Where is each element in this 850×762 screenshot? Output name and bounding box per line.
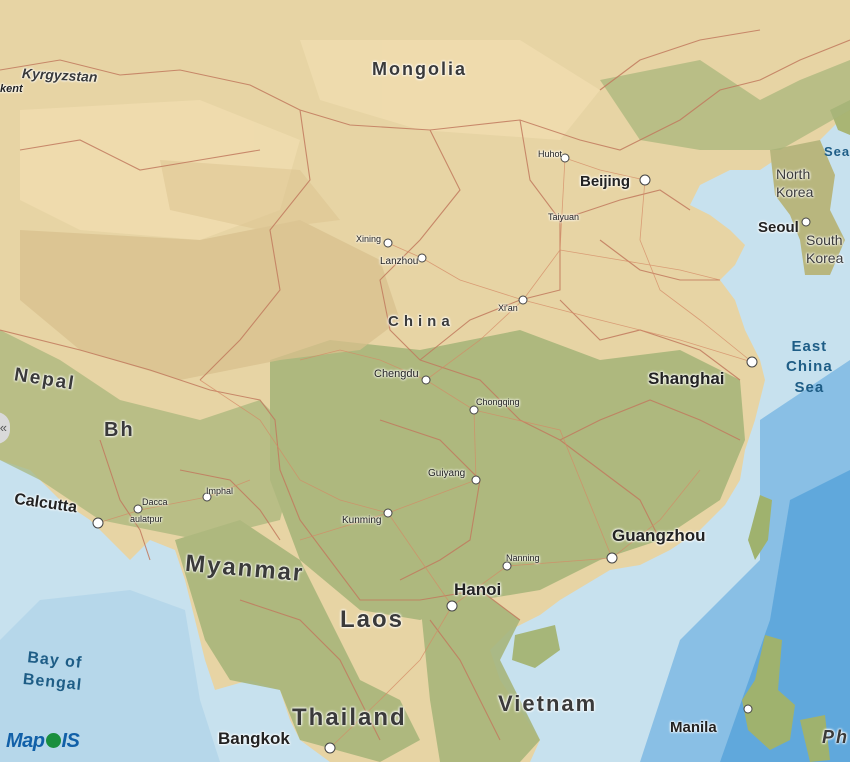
east-china-sea-line-3: Sea xyxy=(794,378,825,396)
city-label-aulatpur[interactable]: aulatpur xyxy=(130,514,163,524)
city-label-bangkok[interactable]: Bangkok xyxy=(218,729,290,748)
sea-label-east-china-sea: East China Sea xyxy=(786,337,833,398)
country-label-bhutan: Bh xyxy=(104,419,135,441)
city-label-chongqing[interactable]: Chongqing xyxy=(476,397,520,407)
sea-label-top: Sea xyxy=(824,144,850,159)
city-dot-nanning[interactable] xyxy=(502,561,512,571)
city-dot-lanzhou[interactable] xyxy=(417,253,427,263)
country-label-north-korea: North Korea xyxy=(776,166,814,200)
city-dot-chongqing[interactable] xyxy=(469,405,479,415)
country-label-philippines: Ph xyxy=(822,727,850,747)
east-china-sea-line-1: East xyxy=(791,338,828,355)
country-label-south-korea: South Korea xyxy=(806,232,844,266)
bay-of-bengal-water xyxy=(0,590,220,762)
country-label-thailand: Thailand xyxy=(292,704,407,731)
city-dot-seoul[interactable] xyxy=(801,217,811,227)
hainan-island xyxy=(512,625,560,668)
city-label-chengdu[interactable]: Chengdu xyxy=(374,368,419,380)
city-dot-manila[interactable] xyxy=(743,704,753,714)
city-dot-dacca[interactable] xyxy=(133,504,143,514)
city-label-beijing[interactable]: Beijing xyxy=(580,173,631,190)
city-label-kunming[interactable]: Kunming xyxy=(342,515,382,526)
city-dot-guangzhou[interactable] xyxy=(606,552,618,564)
city-label-shanghai[interactable]: Shanghai xyxy=(648,369,725,388)
city-dot-xian[interactable] xyxy=(518,295,528,305)
city-dot-shanghai[interactable] xyxy=(746,356,758,368)
country-label-china: China xyxy=(388,313,455,330)
city-dot-imphal[interactable] xyxy=(202,492,212,502)
city-label-guangzhou[interactable]: Guangzhou xyxy=(612,526,706,545)
city-dot-beijing[interactable] xyxy=(639,174,651,186)
city-label-hanoi[interactable]: Hanoi xyxy=(454,580,502,599)
city-dot-xining[interactable] xyxy=(383,238,393,248)
logo-text-b: IS xyxy=(61,730,80,752)
city-label-seoul[interactable]: Seoul xyxy=(758,219,799,236)
city-label-huhot[interactable]: Huhot xyxy=(538,149,563,159)
logo-text-a: Map xyxy=(6,730,45,752)
taiwan-island xyxy=(748,495,772,560)
city-label-lanzhou[interactable]: Lanzhou xyxy=(380,256,419,267)
vegetation xyxy=(0,60,850,762)
logo-globe-icon xyxy=(45,733,61,748)
city-label-xining[interactable]: Xining xyxy=(356,234,382,244)
country-label-mongolia: Mongolia xyxy=(372,59,467,79)
city-label-dacca[interactable]: Dacca xyxy=(142,497,168,507)
arid-zones xyxy=(20,40,600,240)
plateau-relief xyxy=(20,160,400,380)
city-dot-chengdu[interactable] xyxy=(421,375,431,385)
city-label-guiyang[interactable]: Guiyang xyxy=(428,468,466,479)
collapse-panel-button[interactable]: « xyxy=(0,412,10,444)
country-label-laos: Laos xyxy=(340,606,405,633)
city-dot-huhot[interactable] xyxy=(560,153,570,163)
korea-peninsula xyxy=(770,140,845,275)
city-dot-guiyang[interactable] xyxy=(471,475,481,485)
philippines-islands-2 xyxy=(800,715,830,762)
city-label-xian[interactable]: Xi'an xyxy=(498,303,518,313)
city-dot-hanoi[interactable] xyxy=(446,600,458,612)
city-label-nanning[interactable]: Nanning xyxy=(506,553,540,563)
city-dot-calcutta[interactable] xyxy=(92,517,104,529)
city-dot-bangkok[interactable] xyxy=(324,742,336,754)
country-label-vietnam: Vietnam xyxy=(498,691,598,716)
country-label-kyrgyzstan: Kyrgyzstan xyxy=(21,65,98,85)
philippines-islands xyxy=(742,635,795,750)
sea-label-bay-of-bengal: Bay of Bengal xyxy=(22,647,86,696)
east-china-sea-line-2: China xyxy=(786,358,833,376)
city-label-manila[interactable]: Manila xyxy=(670,719,717,736)
city-label-bishkek: kent xyxy=(0,83,23,95)
city-label-taiyuan[interactable]: Taiyuan xyxy=(548,212,580,222)
mapgis-logo: Map IS xyxy=(6,730,80,753)
city-dot-kunming[interactable] xyxy=(383,508,393,518)
city-label-imphal[interactable]: Imphal xyxy=(206,486,234,496)
